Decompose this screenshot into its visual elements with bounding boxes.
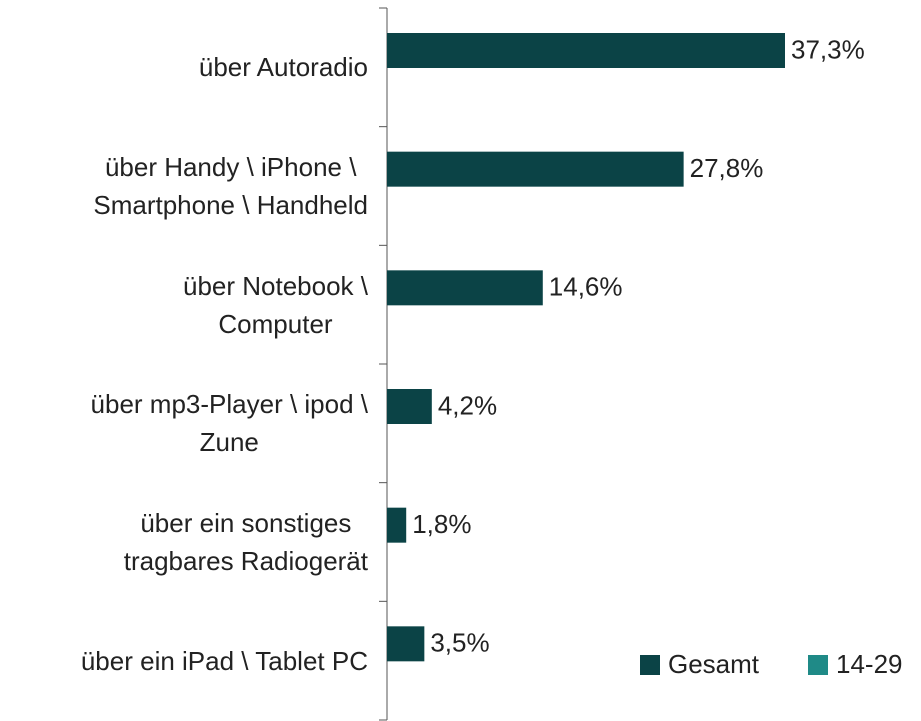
y-tick-label: über ein iPad \ Tablet PC — [80, 645, 368, 676]
y-tick-label: über ein sonstiges tragbares Radiogerät — [123, 508, 368, 576]
value-label: 37,3% — [791, 34, 865, 64]
bar — [387, 33, 785, 68]
y-tick-label: über Autoradio — [198, 52, 368, 83]
bar — [387, 626, 425, 662]
value-label: 3,5% — [430, 628, 489, 658]
value-label: 27,8% — [690, 153, 764, 183]
bar — [387, 507, 407, 543]
bar — [387, 270, 543, 306]
legend-swatch — [640, 655, 660, 675]
y-tick-label: über mp3-Player \ ipod \ Zune — [90, 389, 368, 458]
legend-swatch — [808, 655, 828, 675]
value-label: 14,6% — [549, 272, 623, 302]
bar — [387, 389, 432, 424]
y-tick-label: über Handy \ iPhone \ Smartphone \ Handh… — [93, 152, 368, 220]
bar — [387, 151, 684, 187]
value-label: 4,2% — [438, 390, 497, 420]
value-label: 1,8% — [412, 509, 471, 539]
y-tick-label: über Notebook \ Computer — [182, 270, 368, 339]
legend-label: 14-29 — [836, 649, 903, 679]
legend-label: Gesamt — [668, 649, 760, 679]
